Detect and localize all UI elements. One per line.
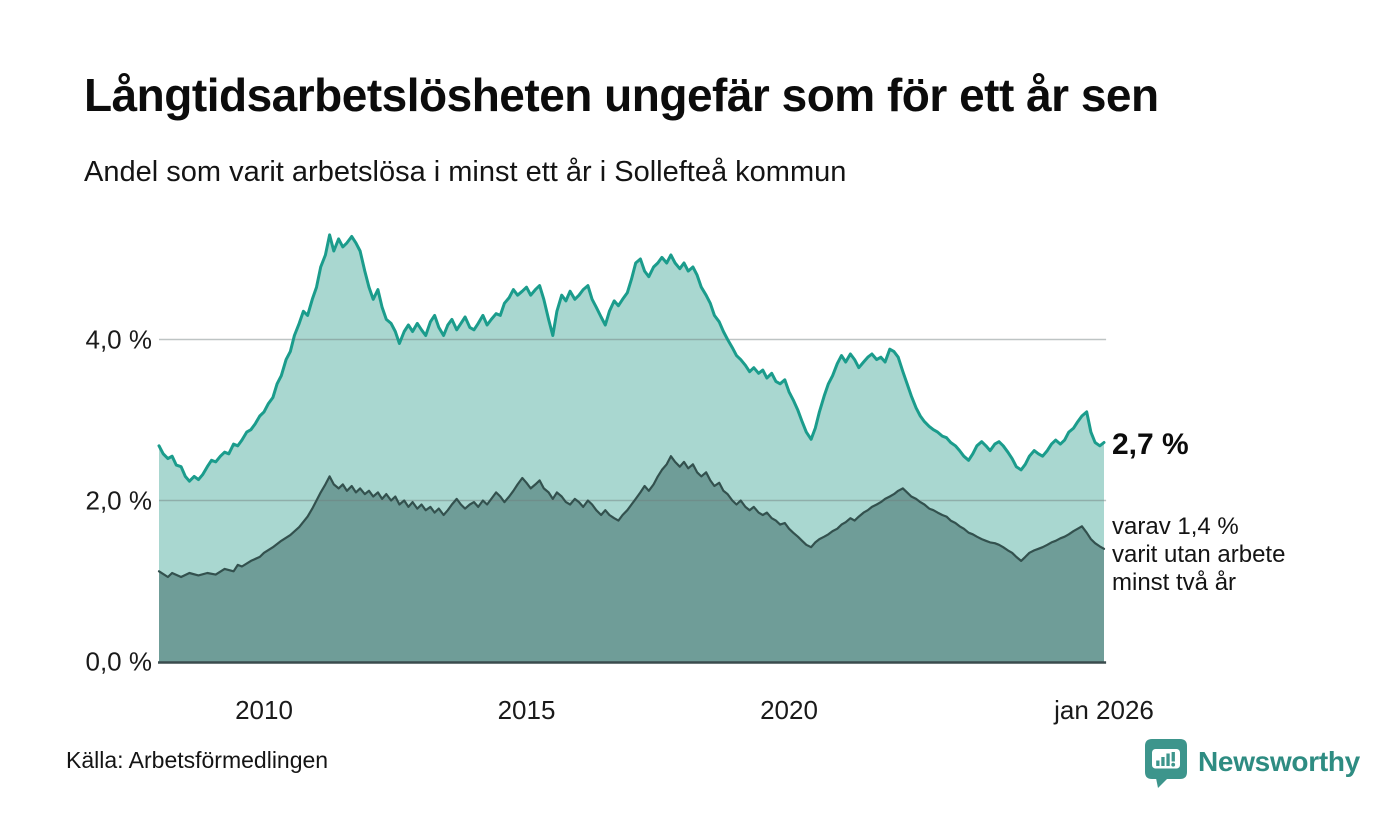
two_year-line bbox=[157, 455, 1106, 579]
y-tick-label: 4,0 % bbox=[86, 325, 153, 355]
two_year-area-fill bbox=[159, 456, 1104, 662]
source-credit: Källa: Arbetsförmedlingen bbox=[66, 747, 329, 773]
x-tick-label: 2020 bbox=[760, 695, 818, 725]
page-title: Långtidsarbetslösheten ungefär som för e… bbox=[84, 69, 1159, 121]
chart-subtitle: Andel som varit arbetslösa i minst ett å… bbox=[84, 156, 847, 188]
y-tick-label: 2,0 % bbox=[86, 486, 153, 516]
latest-value-label: 2,7 % bbox=[1112, 428, 1189, 461]
two-year-note: varav 1,4 % varit utan arbete minst två … bbox=[1112, 513, 1285, 597]
series-lines bbox=[157, 233, 1106, 579]
x-tick-label: jan 2026 bbox=[1053, 695, 1154, 725]
x-tick-label: 2010 bbox=[235, 695, 293, 725]
note-line: varav 1,4 % bbox=[1112, 513, 1239, 540]
y-tick-label: 0,0 % bbox=[86, 647, 153, 677]
newsworthy-icon bbox=[1145, 739, 1187, 788]
y-axis-labels: 0,0 % 2,0 % 4,0 % bbox=[86, 325, 153, 677]
total-line bbox=[157, 233, 1106, 483]
newsworthy-wordmark: Newsworthy bbox=[1198, 746, 1360, 777]
newsworthy-logo: Newsworthy bbox=[1143, 737, 1360, 789]
series-fills bbox=[159, 234, 1104, 662]
note-line: minst två år bbox=[1112, 569, 1237, 596]
note-line: varit utan arbete bbox=[1112, 541, 1286, 568]
x-tick-label: 2015 bbox=[498, 695, 556, 725]
x-axis-labels: 2010 2015 2020 jan 2026 bbox=[235, 695, 1154, 725]
